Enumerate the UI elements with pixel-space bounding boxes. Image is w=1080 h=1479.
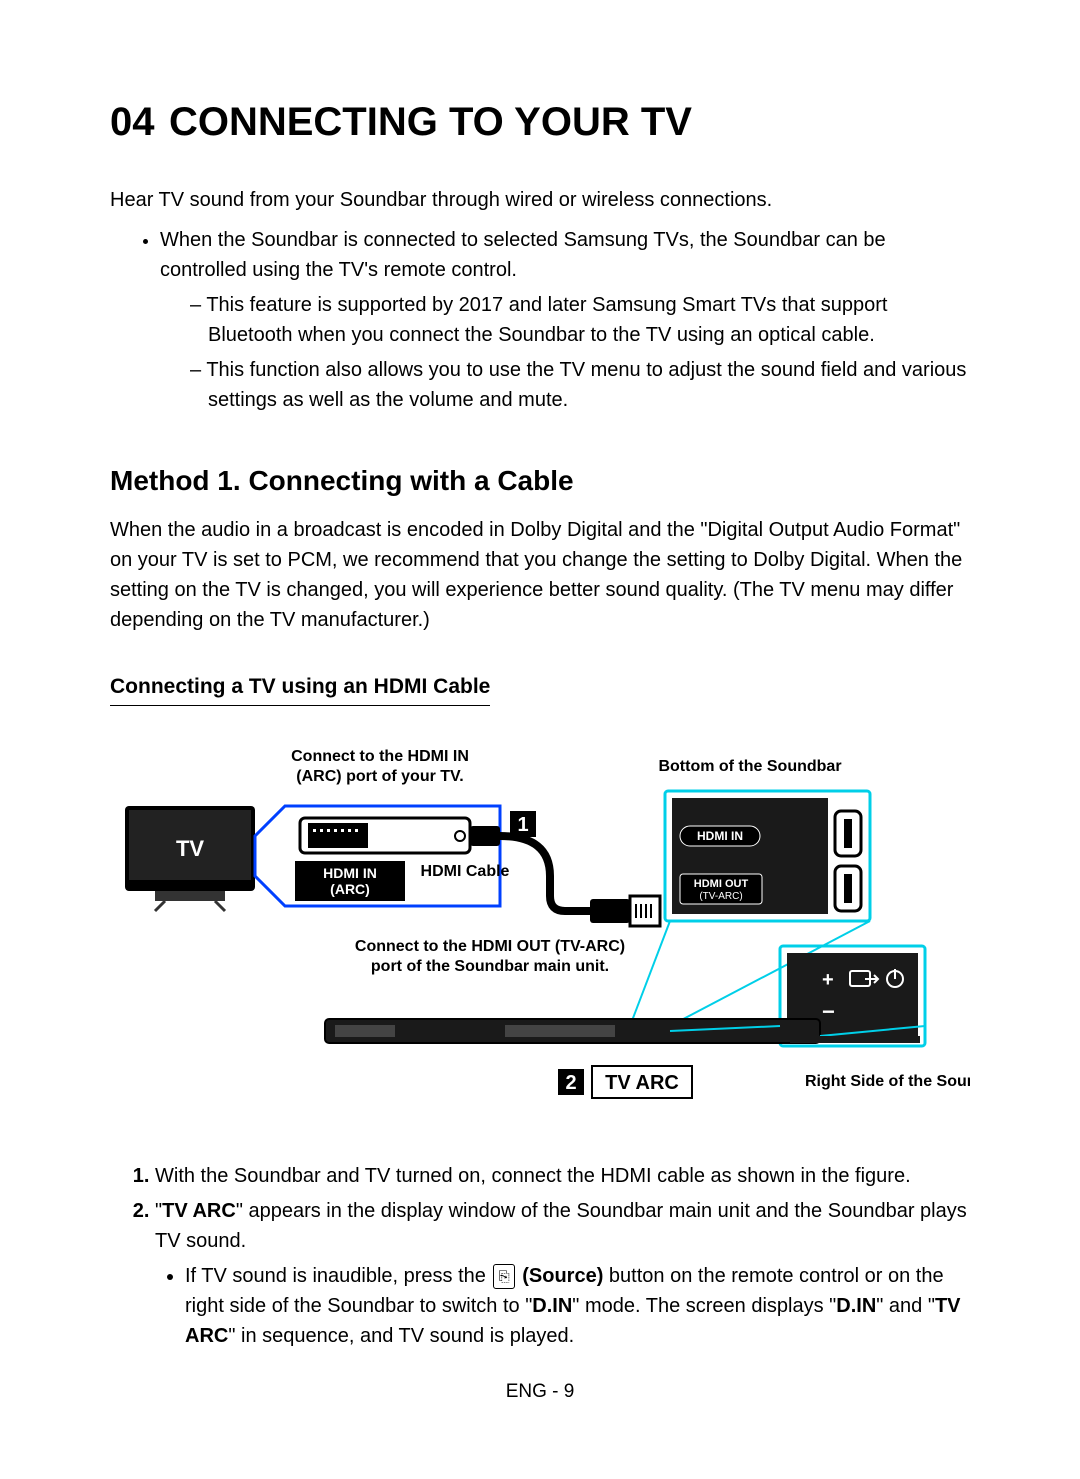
s2b-din1: D.IN xyxy=(532,1295,572,1317)
step-2: "TV ARC" appears in the display window o… xyxy=(155,1196,970,1351)
volume-minus-icon: − xyxy=(822,999,835,1024)
hdmi-cable-label: HDMI Cable xyxy=(421,863,510,880)
section-number: 04 xyxy=(110,100,155,144)
label-connect-hdmi-in-1: Connect to the HDMI IN xyxy=(291,748,469,765)
source-button-icon: ⎘ xyxy=(493,1264,514,1289)
connection-diagram: Connect to the HDMI IN (ARC) port of you… xyxy=(110,736,970,1136)
section-title: CONNECTING TO YOUR TV xyxy=(169,100,692,144)
s2b-pre: If TV sound is inaudible, press the xyxy=(185,1265,491,1287)
step-1: With the Soundbar and TV turned on, conn… xyxy=(155,1161,970,1191)
s2b-mid2: " mode. The screen displays " xyxy=(572,1295,836,1317)
label-connect-out-2: port of the Soundbar main unit. xyxy=(371,958,609,975)
tv-arc-label: TV ARC xyxy=(605,1072,679,1094)
hdmi-cable-path xyxy=(500,836,590,911)
step-1-text: With the Soundbar and TV turned on, conn… xyxy=(155,1165,911,1187)
dash-text-2: This function also allows you to use the… xyxy=(206,359,966,411)
soundbar-hdmi-out-label-1: HDMI OUT xyxy=(694,878,749,890)
volume-plus-icon: + xyxy=(822,969,834,991)
tv-label: TV xyxy=(176,836,204,861)
intro-text: Hear TV sound from your Soundbar through… xyxy=(110,185,970,215)
steps-list: With the Soundbar and TV turned on, conn… xyxy=(110,1161,970,1351)
soundbar-hdmi-in-label: HDMI IN xyxy=(697,829,743,843)
label-connect-hdmi-in-2: (ARC) port of your TV. xyxy=(296,768,463,785)
page-footer: ENG - 9 xyxy=(110,1381,970,1403)
main-bullet-text: When the Soundbar is connected to select… xyxy=(160,229,886,281)
method1-body: When the audio in a broadcast is encoded… xyxy=(110,515,970,635)
main-bullet-list: When the Soundbar is connected to select… xyxy=(110,225,970,415)
soundbar-hdmi-out-label-2: (TV-ARC) xyxy=(699,891,742,902)
marker-2: 2 xyxy=(565,1072,576,1094)
dash-item-1: – This feature is supported by 2017 and … xyxy=(190,290,970,350)
label-right-side: Right Side of the Soundbar xyxy=(805,1073,970,1090)
tv-graphic: TV xyxy=(125,806,255,911)
marker-1: 1 xyxy=(517,814,528,836)
hdmi-in-arc-text-1: HDMI IN xyxy=(323,865,377,881)
hdmi-subheading: Connecting a TV using an HDMI Cable xyxy=(110,675,490,706)
method1-heading: Method 1. Connecting with a Cable xyxy=(110,465,970,497)
main-bullet-item: When the Soundbar is connected to select… xyxy=(160,225,970,415)
dash-text-1: This feature is supported by 2017 and la… xyxy=(206,294,887,346)
dash-item-2: – This function also allows you to use t… xyxy=(190,355,970,415)
hdmi-connector-2-shell xyxy=(590,899,630,923)
label-bottom-soundbar: Bottom of the Soundbar xyxy=(658,758,841,775)
s2b-mid3: " and " xyxy=(876,1295,935,1317)
hdmi-plug-tip xyxy=(308,823,368,848)
label-connect-out-1: Connect to the HDMI OUT (TV-ARC) xyxy=(355,938,625,955)
s2b-end: " in sequence, and TV sound is played. xyxy=(228,1325,574,1347)
s2b-source: (Source) xyxy=(522,1265,603,1287)
step-2-bold1: TV ARC xyxy=(162,1200,236,1222)
hdmi-in-arc-text-2: (ARC) xyxy=(330,881,370,897)
step-2-mid: " appears in the display window of the S… xyxy=(155,1200,967,1252)
s2b-din2: D.IN xyxy=(836,1295,876,1317)
dash-list: – This feature is supported by 2017 and … xyxy=(160,290,970,415)
step-2-sub-bullets: If TV sound is inaudible, press the ⎘ (S… xyxy=(155,1261,970,1351)
step-2-sub-1: If TV sound is inaudible, press the ⎘ (S… xyxy=(185,1261,970,1351)
